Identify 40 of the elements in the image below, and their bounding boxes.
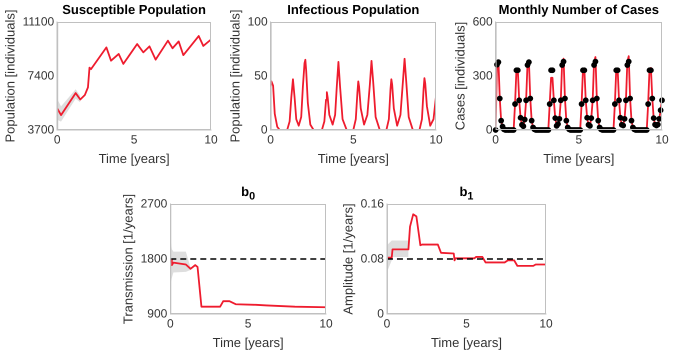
x-tick-label: 10 [429,132,443,147]
x-axis-title: Time [years] [430,334,502,350]
y-tick-label: 900 [147,306,168,320]
chart-title: b$_{0}$ [240,184,256,203]
x-tick-label: 10 [655,132,669,147]
y-axis-title: Cases [individuals] [452,22,468,130]
x-tick-label: 5 [130,132,138,147]
y-tick-label: 300 [472,68,493,82]
y-tick-label: 3700 [27,122,55,136]
chart-title: b$_{1}$ [458,184,474,203]
y-tick-label: 0.08 [360,251,384,266]
chart-title: Monthly Number of Cases [498,2,660,17]
x-axis-title: Time [years] [543,150,614,166]
x-tick-label: 10 [204,132,218,147]
y-tick-label: 0 [486,122,493,136]
chart-title: Infectious Population [286,2,420,17]
y-tick-label: 1800 [140,251,168,266]
x-tick-label: 10 [539,316,553,331]
y-tick-label: 0 [260,122,268,136]
x-tick-label: 5 [575,132,582,147]
y-axis-title: Transmission [1/years] [120,194,136,324]
y-tick-label: 2700 [140,196,168,210]
y-axis-title: Amplitude [1/years] [340,203,356,315]
y-tick-label: 50 [254,68,268,82]
y-tick-label: 7400 [27,68,55,82]
x-axis-title: Time [years] [318,150,389,166]
x-axis-title: Time [years] [98,150,170,166]
y-tick-label: 11100 [22,14,55,28]
x-tick-label: 5 [350,132,357,147]
chart-title: Susceptible Population [61,2,207,17]
x-tick-label: 10 [319,316,333,331]
y-tick-label: 600 [472,14,493,28]
y-tick-label: 0.16 [360,196,384,210]
y-tick-label: 100 [248,14,268,28]
y-tick-label: 0 [377,306,384,320]
y-axis-title: Population [individuals] [227,10,242,142]
y-axis-title: Population [individuals] [2,10,18,142]
x-tick-label: 5 [244,316,252,331]
x-axis-title: Time [years] [212,334,284,350]
x-tick-label: 5 [463,316,470,331]
